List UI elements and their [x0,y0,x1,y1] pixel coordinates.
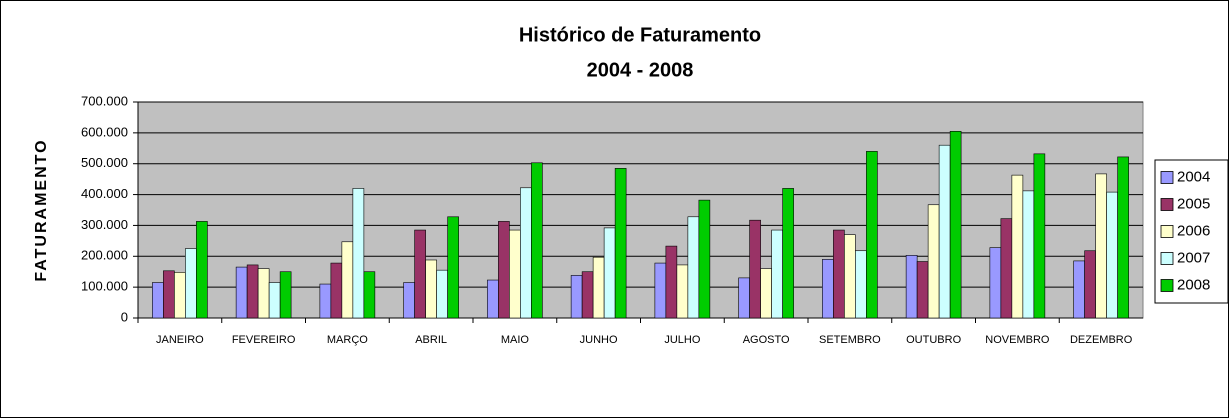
plot-area [137,101,1144,319]
bar [687,216,700,319]
bar [196,221,208,319]
bar [927,204,940,319]
bar [822,259,834,319]
y-tick-label: 100.000 [81,279,128,294]
bar [531,162,543,319]
bar [782,188,794,319]
y-tick-label: 500.000 [81,155,128,170]
y-tick-label: 700.000 [81,93,128,108]
legend-label: 2008 [1177,276,1210,293]
y-tick-label: 200.000 [81,248,128,263]
x-tick-label: OUTUBRO [906,334,961,346]
bar [1095,173,1107,319]
legend-swatch [1160,279,1174,292]
bar [174,272,186,319]
bar [425,259,437,319]
bar [760,268,772,319]
legend-swatch [1160,198,1174,211]
bar [949,131,962,319]
bar [1033,153,1046,319]
bar [163,270,175,319]
y-axis-label: FATURAMENTO [33,138,50,281]
bar [916,261,929,319]
bar [498,221,510,319]
y-tick-label: 400.000 [81,186,128,201]
bar [866,151,878,319]
bar [614,168,627,319]
bar [447,216,459,319]
bar [352,188,365,319]
x-tick-label: MAIO [501,334,530,346]
bar [844,234,856,319]
bar [403,282,415,319]
x-tick-label: JANEIRO [156,334,204,346]
bar [676,264,689,319]
legend-label: 2007 [1177,249,1210,266]
chart-title: Histórico de Faturamento [519,24,761,46]
bar [257,268,270,319]
bar [989,247,1002,319]
bar [414,229,426,319]
y-tick-label: 300.000 [81,217,128,232]
bar [592,256,605,319]
bar [603,227,616,319]
x-tick-label: JULHO [664,334,701,346]
x-tick-label: MARÇO [327,334,368,346]
bar [855,250,867,319]
x-tick-label: AGOSTO [743,334,790,346]
bar [1022,190,1035,319]
x-tick-label: DEZEMBRO [1070,334,1133,346]
legend-label: 2006 [1177,222,1210,239]
bar [1000,218,1013,319]
bar [738,277,750,319]
bar [341,241,354,319]
x-tick-label: JUNHO [580,334,618,346]
bar [938,144,951,319]
x-tick-label: FEVEREIRO [232,334,296,346]
bar [698,199,711,319]
bar [1073,260,1085,319]
bar [363,271,376,319]
bar [246,264,259,319]
bar [330,262,343,319]
bar [185,248,197,319]
bar [319,283,332,319]
legend-label: 2004 [1177,168,1210,185]
bar [1084,250,1096,319]
legend-swatch [1160,252,1174,265]
x-tick-label: SETEMBRO [819,334,881,346]
bar [436,269,448,319]
bar [654,262,667,319]
bar [749,219,761,319]
bar [279,271,292,319]
bar [833,229,845,319]
y-tick-label: 0 [121,309,128,324]
bar [487,279,499,319]
bar [1117,156,1129,319]
bar [581,271,594,319]
bar [570,275,583,319]
legend-swatch [1160,225,1174,238]
bar [905,255,918,319]
bar [509,229,521,319]
chart-subtitle: 2004 - 2008 [587,59,694,81]
bar [520,187,532,319]
legend-label: 2005 [1177,195,1210,212]
bar [665,245,678,319]
legend-swatch [1160,171,1174,184]
x-tick-label: ABRIL [415,334,447,346]
bar [1011,174,1024,319]
bar [268,282,281,319]
bar [1106,191,1118,319]
x-tick-label: NOVEMBRO [985,334,1050,346]
bar [771,229,783,319]
bar [152,282,164,319]
y-tick-label: 600.000 [81,124,128,139]
bar [235,266,248,319]
